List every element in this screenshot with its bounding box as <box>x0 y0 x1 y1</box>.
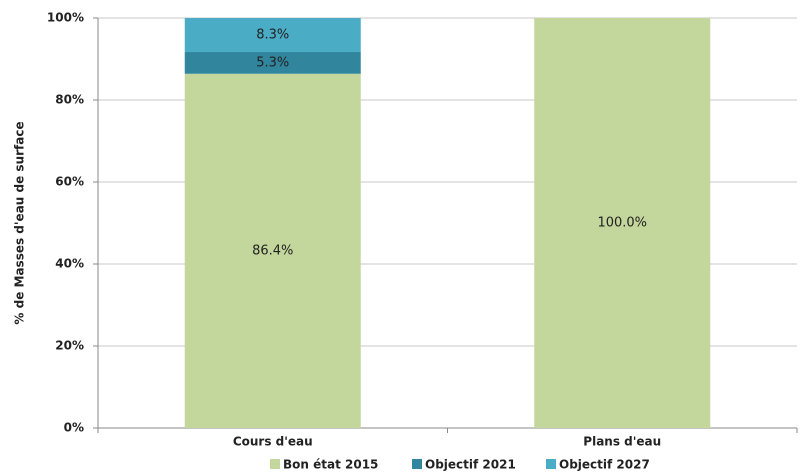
bar-segment <box>184 52 361 74</box>
legend-swatch <box>546 459 556 469</box>
y-tick-label: 40% <box>55 257 84 271</box>
data-label: 8.3% <box>256 28 289 43</box>
y-axis-label: % de Masses d'eau de surface <box>13 121 27 324</box>
y-tick-label: 20% <box>55 339 84 353</box>
data-label: 100.0% <box>597 216 647 231</box>
bar-segment <box>534 18 711 428</box>
data-label: 86.4% <box>252 243 293 258</box>
legend-label: Bon état 2015 <box>283 458 378 472</box>
legend-label: Objectif 2021 <box>425 458 516 472</box>
legend-label: Objectif 2027 <box>559 458 650 472</box>
y-tick-label: 80% <box>55 93 84 107</box>
y-tick-label: 60% <box>55 175 84 189</box>
x-tick-label: Cours d'eau <box>233 435 313 449</box>
data-label: 5.3% <box>256 55 289 70</box>
bar-segment <box>184 73 361 428</box>
legend-swatch <box>412 459 422 469</box>
bar-segment <box>184 18 361 53</box>
y-tick-label: 0% <box>64 421 84 435</box>
x-tick-label: Plans d'eau <box>583 435 661 449</box>
y-tick-label: 100% <box>47 11 84 25</box>
legend-swatch <box>270 459 280 469</box>
